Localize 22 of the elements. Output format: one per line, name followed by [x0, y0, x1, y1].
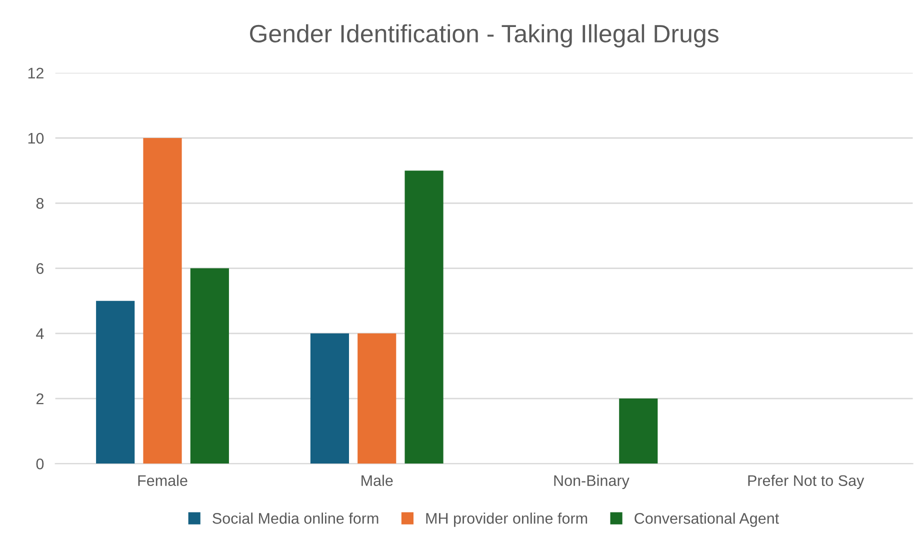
x-tick-label: Female	[138, 474, 188, 486]
bar	[310, 333, 349, 464]
bar	[143, 138, 182, 464]
y-tick-label: 4	[36, 328, 44, 339]
legend-label: MH provider online form	[426, 512, 588, 527]
y-tick-label: 0	[36, 458, 44, 470]
chart-title: Gender Identification - Taking Illegal Drugs	[250, 24, 718, 48]
y-tick-label: 8	[36, 198, 44, 209]
bar	[96, 300, 135, 464]
bar	[404, 170, 444, 464]
bar	[619, 398, 658, 464]
legend-label: Social Media online form	[212, 512, 378, 524]
y-tick-label: 10	[28, 132, 44, 144]
x-tick-label: Male	[362, 474, 393, 486]
y-tick-label: 2	[36, 393, 44, 404]
bar	[190, 268, 229, 464]
bar	[358, 333, 396, 464]
legend-label: Conversational Agent	[634, 512, 779, 527]
y-tick-label: 12	[28, 68, 44, 78]
y-tick-label: 6	[36, 263, 44, 274]
x-tick-label: Non-Binary	[554, 474, 630, 490]
x-tick-label: Prefer Not to Say	[748, 474, 864, 490]
